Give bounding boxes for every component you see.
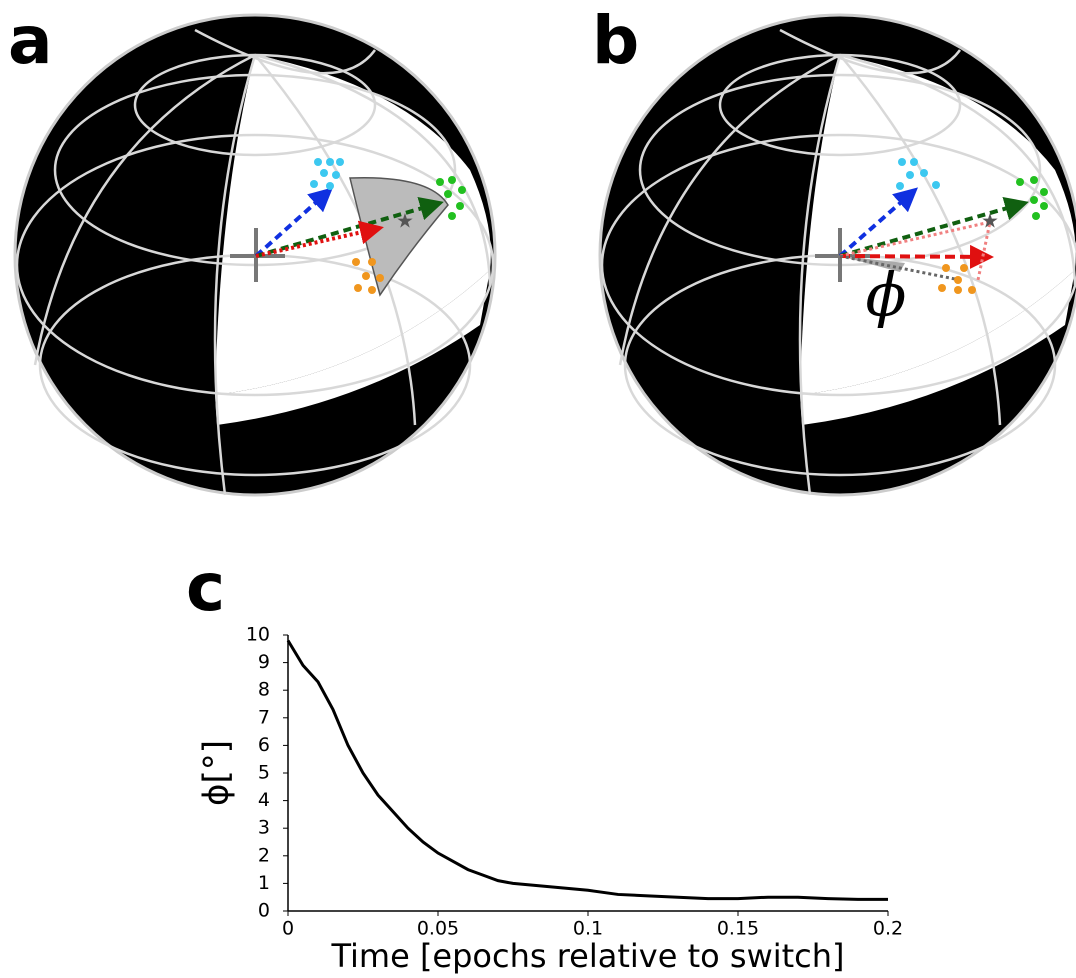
data-line — [286, 639, 888, 901]
panel-label: b — [592, 2, 639, 79]
x-tick-label: 0.15 — [717, 918, 759, 940]
panel-label: c — [186, 549, 225, 626]
y-axis-label: ϕ[°] — [197, 740, 237, 806]
y-tick-label: 5 — [258, 762, 270, 784]
x-tick-label: 0.1 — [573, 918, 603, 940]
y-tick-label: 2 — [258, 844, 270, 866]
x-tick-label: 0.05 — [417, 918, 459, 940]
y-tick-label: 10 — [246, 624, 270, 646]
y-tick-label: 3 — [258, 817, 270, 839]
y-tick-label: 8 — [258, 679, 270, 701]
y-tick-label: 4 — [258, 789, 270, 811]
panel-label: a — [8, 2, 53, 79]
x-axis-label: Time [epochs relative to switch] — [330, 937, 844, 975]
phi-annotation: ϕ — [866, 261, 907, 331]
svg-text:★: ★ — [981, 209, 999, 233]
y-tick-label: 9 — [258, 651, 270, 673]
y-tick-label: 7 — [258, 706, 270, 728]
y-tick-label: 6 — [258, 734, 270, 756]
sphere-b: ★ ϕ — [598, 13, 1076, 497]
y-tick-label: 0 — [258, 900, 270, 922]
y-tick-label: 1 — [258, 872, 270, 894]
svg-text:★: ★ — [396, 209, 414, 233]
x-tick-label: 0.2 — [873, 918, 903, 940]
sphere-a: ★ — [13, 13, 497, 497]
x-tick-label: 0 — [282, 918, 294, 940]
